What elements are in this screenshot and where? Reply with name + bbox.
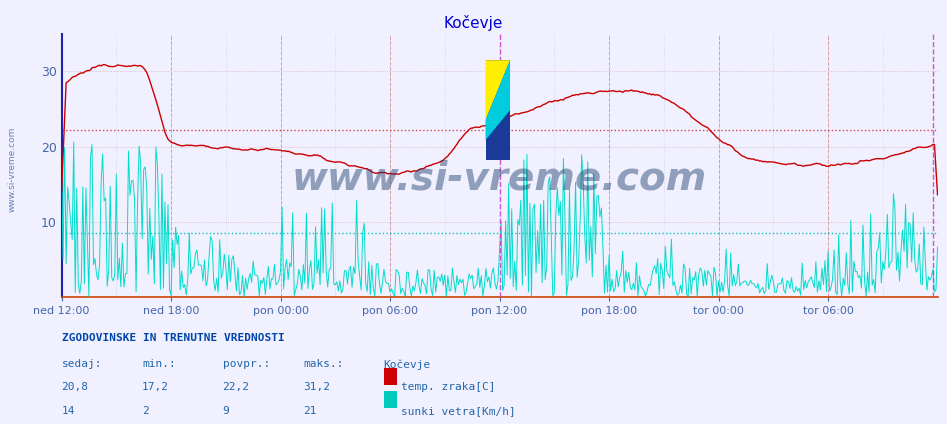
Bar [486, 60, 510, 160]
Text: www.si-vreme.com: www.si-vreme.com [292, 159, 707, 198]
Text: 22,2: 22,2 [223, 382, 250, 393]
Text: min.:: min.: [142, 359, 176, 369]
Text: 9: 9 [223, 406, 229, 416]
Text: 21: 21 [303, 406, 316, 416]
Text: Kočevje: Kočevje [384, 359, 431, 370]
Text: Kočevje: Kočevje [444, 15, 503, 31]
Text: sedaj:: sedaj: [62, 359, 102, 369]
Text: temp. zraka[C]: temp. zraka[C] [401, 382, 495, 393]
Text: 17,2: 17,2 [142, 382, 170, 393]
Text: ZGODOVINSKE IN TRENUTNE VREDNOSTI: ZGODOVINSKE IN TRENUTNE VREDNOSTI [62, 333, 284, 343]
Polygon shape [486, 60, 510, 120]
Polygon shape [486, 60, 510, 140]
Text: www.si-vreme.com: www.si-vreme.com [8, 127, 17, 212]
Text: povpr.:: povpr.: [223, 359, 270, 369]
Text: 20,8: 20,8 [62, 382, 89, 393]
Text: maks.:: maks.: [303, 359, 344, 369]
Text: sunki vetra[Km/h]: sunki vetra[Km/h] [401, 406, 515, 416]
Text: 14: 14 [62, 406, 75, 416]
Text: 2: 2 [142, 406, 149, 416]
Text: 31,2: 31,2 [303, 382, 331, 393]
